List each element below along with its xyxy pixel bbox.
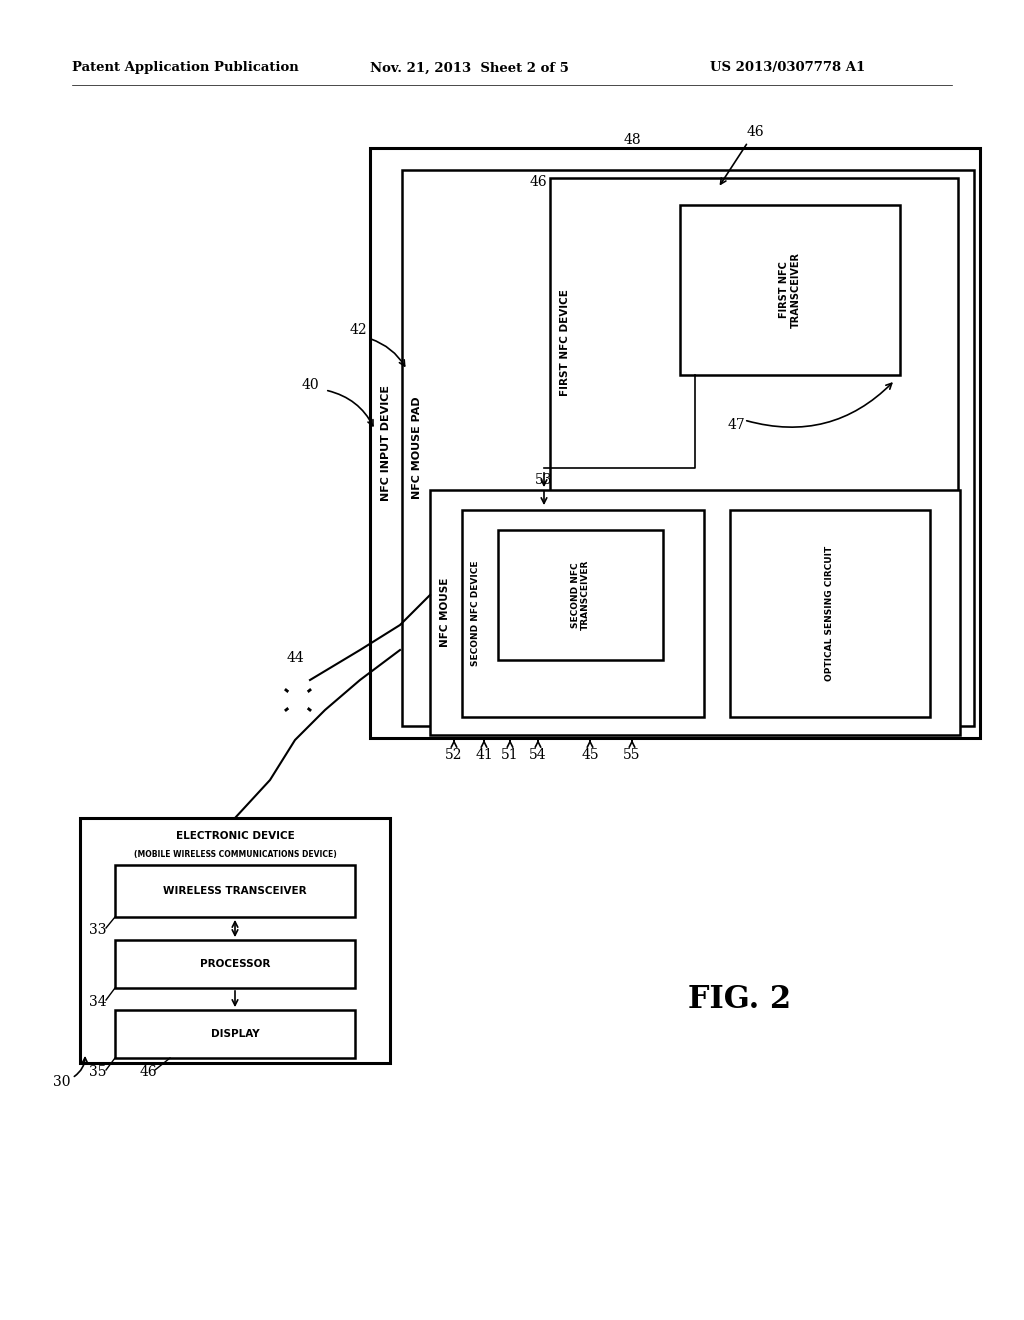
Text: NFC MOUSE: NFC MOUSE <box>440 578 450 647</box>
Text: SECOND NFC DEVICE: SECOND NFC DEVICE <box>471 561 480 667</box>
Text: NFC MOUSE PAD: NFC MOUSE PAD <box>412 397 422 499</box>
Text: US 2013/0307778 A1: US 2013/0307778 A1 <box>710 62 865 74</box>
Text: FIRST NFC DEVICE: FIRST NFC DEVICE <box>560 289 570 396</box>
Text: 45: 45 <box>582 748 599 762</box>
Bar <box>730 510 930 717</box>
Text: 40: 40 <box>301 378 318 392</box>
Text: 48: 48 <box>624 133 641 147</box>
Text: 51: 51 <box>501 748 519 762</box>
Text: ELECTRONIC DEVICE: ELECTRONIC DEVICE <box>176 832 294 841</box>
Text: 41: 41 <box>475 748 493 762</box>
Bar <box>402 170 974 726</box>
Text: FIRST NFC
TRANSCEIVER: FIRST NFC TRANSCEIVER <box>779 252 801 327</box>
Text: (MOBILE WIRELESS COMMUNICATIONS DEVICE): (MOBILE WIRELESS COMMUNICATIONS DEVICE) <box>133 850 336 858</box>
Circle shape <box>286 688 310 711</box>
Text: 52: 52 <box>445 748 463 762</box>
Text: PROCESSOR: PROCESSOR <box>200 960 270 969</box>
Bar <box>370 148 980 738</box>
Text: SECOND NFC
TRANSCEIVER: SECOND NFC TRANSCEIVER <box>570 560 590 630</box>
Text: 34: 34 <box>89 995 106 1008</box>
Text: 55: 55 <box>624 748 641 762</box>
Text: 46: 46 <box>139 1065 157 1078</box>
Text: NFC INPUT DEVICE: NFC INPUT DEVICE <box>381 385 391 502</box>
Text: 33: 33 <box>89 923 106 937</box>
Bar <box>550 178 958 508</box>
Bar <box>680 205 900 375</box>
Text: 46: 46 <box>529 176 547 189</box>
Text: Patent Application Publication: Patent Application Publication <box>72 62 299 74</box>
Text: WIRELESS TRANSCEIVER: WIRELESS TRANSCEIVER <box>163 886 307 896</box>
Text: 42: 42 <box>349 323 367 337</box>
Bar <box>115 865 355 917</box>
Bar <box>430 490 961 735</box>
Text: Nov. 21, 2013  Sheet 2 of 5: Nov. 21, 2013 Sheet 2 of 5 <box>370 62 569 74</box>
Bar <box>80 818 390 1063</box>
Text: 47: 47 <box>727 418 744 432</box>
Text: 44: 44 <box>286 651 304 665</box>
Text: 53: 53 <box>536 473 553 487</box>
Text: FIG. 2: FIG. 2 <box>688 985 792 1015</box>
Text: OPTICAL SENSING CIRCUIT: OPTICAL SENSING CIRCUIT <box>825 546 835 681</box>
Bar <box>115 940 355 987</box>
Bar <box>115 1010 355 1059</box>
Text: 54: 54 <box>529 748 547 762</box>
Text: 46: 46 <box>746 125 764 139</box>
Bar <box>462 510 705 717</box>
Text: 30: 30 <box>53 1074 71 1089</box>
Bar <box>498 531 663 660</box>
Text: DISPLAY: DISPLAY <box>211 1030 259 1039</box>
Text: 35: 35 <box>89 1065 106 1078</box>
